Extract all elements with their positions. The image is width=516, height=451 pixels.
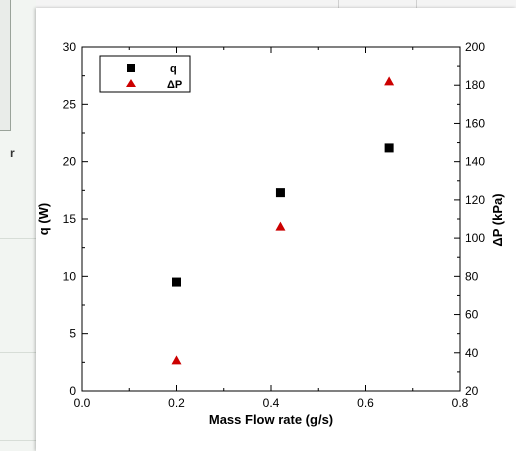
q-data-point [172, 277, 181, 287]
y2-tick-label: 60 [465, 308, 479, 322]
dp-data-point [171, 355, 182, 365]
background-divider [0, 440, 36, 441]
chart-panel: 0.0 0.2 0.4 0.6 0.8 0 5 10 15 20 25 30 20 40 60 80 100… [36, 8, 516, 451]
y-tick-label: 15 [63, 212, 77, 226]
x-tick-label: 0.2 [168, 396, 185, 410]
legend: q ΔP [99, 55, 191, 93]
y2-tick-label: 120 [465, 193, 485, 207]
y-tick-label: 25 [63, 97, 77, 111]
y2-tick-label: 200 [465, 40, 485, 54]
background-left-strip: r [0, 0, 36, 451]
background-partial-text: r [10, 146, 15, 160]
y2-tick-label: 140 [465, 155, 485, 169]
y-axis-title: q (W) [36, 203, 51, 235]
x-tick-label: 0.4 [263, 396, 280, 410]
x-tick-label: 0.6 [357, 396, 374, 410]
legend-box [99, 55, 191, 93]
y-tick-label: 0 [69, 384, 76, 398]
q-data-point [384, 143, 394, 153]
data-marks [171, 76, 395, 365]
chart-svg: 0.0 0.2 0.4 0.6 0.8 0 5 10 15 20 25 30 20 40 60 80 100… [36, 40, 505, 427]
x-axis-title: Mass Flow rate (g/s) [209, 412, 333, 427]
dp-data-point [384, 76, 395, 86]
plot-area [81, 46, 461, 392]
y2-tick-label: 40 [465, 346, 479, 360]
y-tick-label: 10 [63, 269, 77, 283]
y2-tick-label: 80 [465, 269, 479, 283]
legend-label-q: q [170, 63, 177, 75]
dp-data-point [275, 221, 286, 231]
background-divider [0, 352, 36, 353]
y2-tick-label: 100 [465, 231, 485, 245]
y-tick-label: 30 [63, 40, 77, 54]
y2-tick-label: 160 [465, 116, 485, 130]
y-tick-label: 20 [63, 155, 77, 169]
x-axis-ticks: 0.0 0.2 0.4 0.6 0.8 [74, 47, 469, 410]
y2-tick-label: 20 [465, 384, 479, 398]
background-panel-edge [0, 0, 11, 131]
y2-tick-label: 180 [465, 78, 485, 92]
legend-triangle-marker [126, 79, 136, 87]
y2-axis-ticks: 20 40 60 80 100 120 140 160 180 200 [454, 40, 485, 398]
x-tick-label: 0.0 [74, 396, 91, 410]
q-data-point [275, 188, 285, 198]
background-divider [0, 238, 36, 239]
legend-label-dp: ΔP [167, 79, 182, 91]
legend-square-marker [127, 64, 135, 72]
y-axis-ticks: 0 5 10 15 20 25 30 [63, 40, 88, 398]
x-tick-label: 0.8 [452, 396, 469, 410]
y2-axis-title: ΔP (kPa) [490, 193, 505, 246]
y-tick-label: 5 [69, 327, 76, 341]
